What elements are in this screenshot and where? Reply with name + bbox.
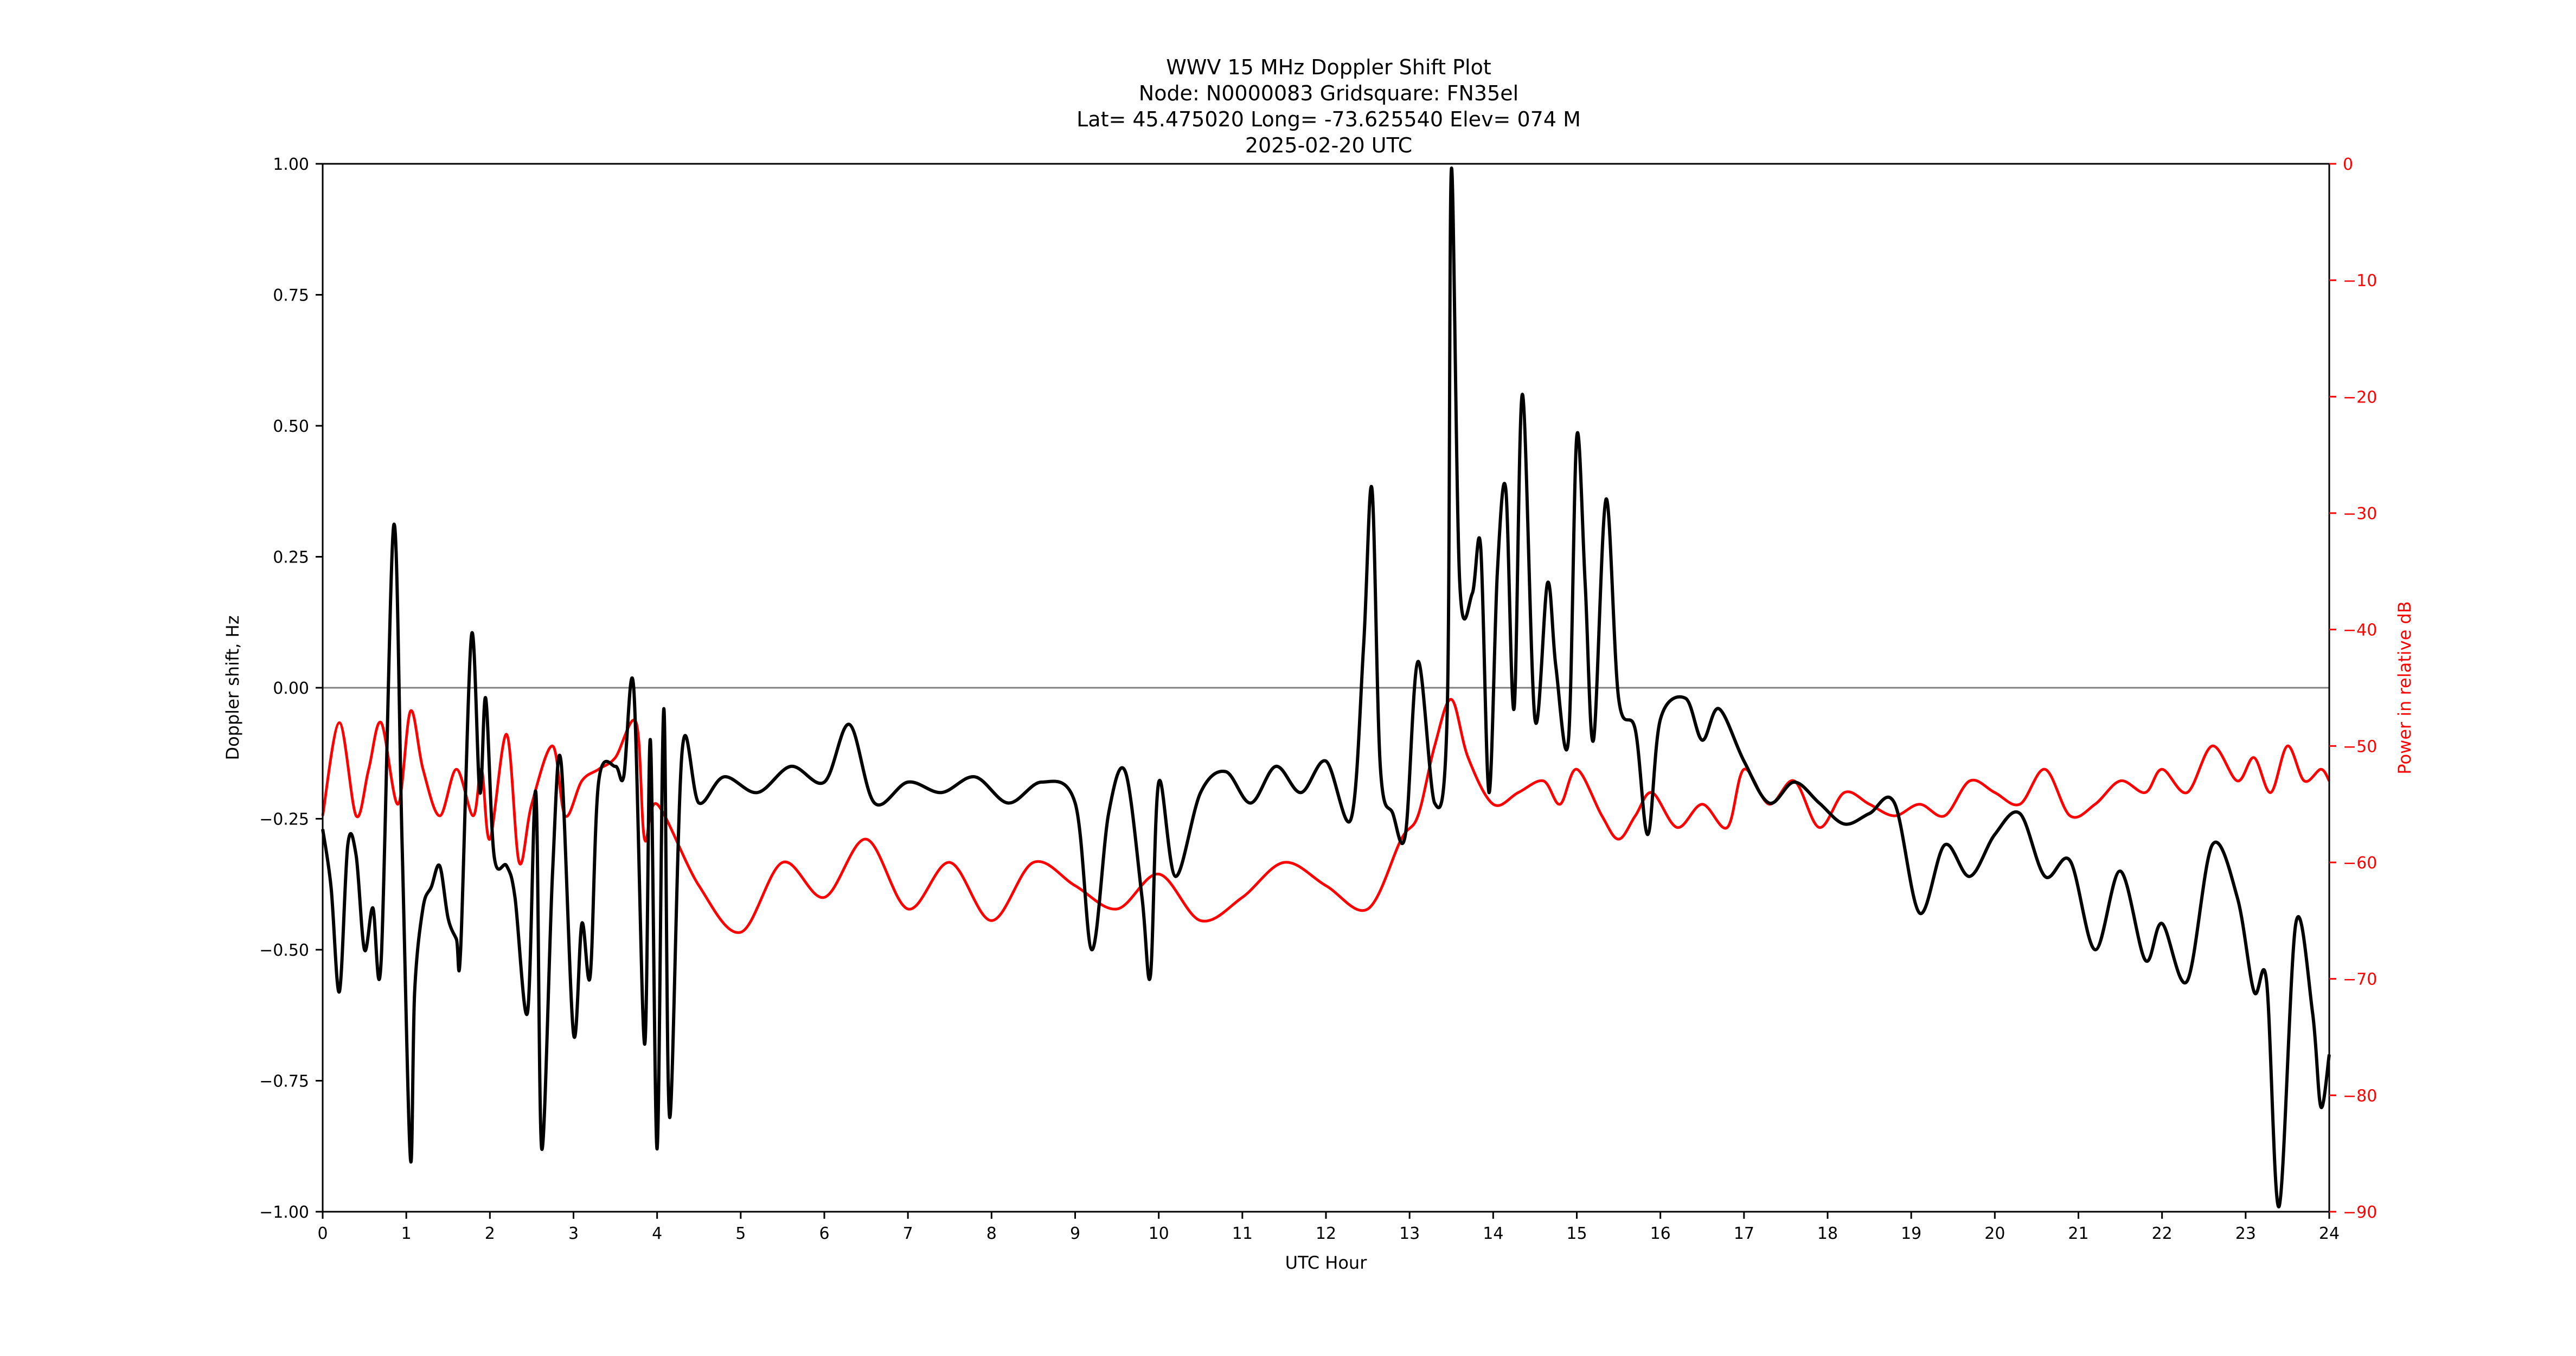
y-left-tick-label: 0.00: [273, 679, 309, 698]
y-right-tick-label: −40: [2343, 621, 2377, 640]
y-axis-left-label: Doppler shift, Hz: [222, 615, 243, 760]
x-tick-label: 2: [485, 1224, 495, 1243]
y-left-tick-label: −0.75: [259, 1072, 309, 1091]
title-line-1: WWV 15 MHz Doppler Shift Plot: [1166, 55, 1491, 79]
title-line-2: Node: N0000083 Gridsquare: FN35el: [1139, 81, 1518, 105]
y-axis-left: 1.00 0.75 0.50 0.25 0.00 −0.25 −0.50 −0.75 −1.00: [259, 155, 323, 1222]
doppler-series-line: [321, 167, 2331, 1208]
title-line-4: 2025-02-20 UTC: [1245, 133, 1412, 157]
y-left-tick-label: 0.50: [273, 417, 309, 436]
x-tick-label: 6: [819, 1224, 829, 1243]
x-tick-label: 13: [1399, 1224, 1420, 1243]
x-tick-label: 19: [1901, 1224, 1921, 1243]
x-tick-label: 4: [652, 1224, 662, 1243]
title-line-3: Lat= 45.475020 Long= -73.625540 Elev= 07…: [1076, 107, 1581, 131]
y-left-tick-label: −0.25: [259, 810, 309, 829]
x-tick-label: 21: [2068, 1224, 2088, 1243]
x-tick-label: 5: [735, 1224, 746, 1243]
x-tick-label: 8: [986, 1224, 997, 1243]
x-axis-label: UTC Hour: [1285, 1252, 1368, 1273]
x-tick-label: 20: [1984, 1224, 2005, 1243]
series-layer: [321, 167, 2331, 1208]
y-right-tick-label: 0: [2343, 155, 2353, 174]
x-tick-label: 9: [1070, 1224, 1080, 1243]
y-right-tick-label: −60: [2343, 854, 2377, 873]
y-right-tick-label: −90: [2343, 1203, 2377, 1222]
y-axis-right: 0 −10 −20 −30 −40 −50 −60 −70 −80 −90: [2328, 155, 2377, 1222]
chart-title: WWV 15 MHz Doppler Shift Plot Node: N000…: [1076, 55, 1581, 157]
x-tick-label: 24: [2319, 1224, 2340, 1243]
y-right-tick-label: −70: [2343, 970, 2377, 989]
x-tick-label: 16: [1650, 1224, 1671, 1243]
x-tick-label: 17: [1734, 1224, 1754, 1243]
y-left-tick-label: 0.25: [273, 548, 309, 567]
y-left-tick-label: −1.00: [259, 1203, 309, 1222]
power-series-line: [321, 698, 2331, 934]
y-left-tick-label: 0.75: [273, 286, 309, 305]
x-tick-label: 7: [903, 1224, 913, 1243]
y-right-tick-label: −10: [2343, 272, 2377, 291]
x-tick-label: 3: [568, 1224, 579, 1243]
x-tick-label: 12: [1316, 1224, 1336, 1243]
x-tick-label: 23: [2235, 1224, 2256, 1243]
y-right-tick-label: −20: [2343, 388, 2377, 407]
x-tick-label: 18: [1817, 1224, 1838, 1243]
x-tick-label: 10: [1149, 1224, 1169, 1243]
x-tick-label: 22: [2152, 1224, 2173, 1243]
y-right-tick-label: −30: [2343, 504, 2377, 523]
y-left-tick-label: −0.50: [259, 941, 309, 960]
y-left-tick-label: 1.00: [273, 155, 309, 174]
x-tick-label: 15: [1566, 1224, 1587, 1243]
y-axis-right-label: Power in relative dB: [2394, 601, 2415, 774]
y-right-tick-label: −80: [2343, 1086, 2377, 1105]
x-tick-label: 11: [1232, 1224, 1253, 1243]
x-tick-label: 1: [401, 1224, 412, 1243]
x-axis: 0 1 2 3 4 5 6 7 8 9 10 11 12 13 14 15 16 17 18 19 20 21 22 23 24: [317, 1212, 2340, 1243]
x-tick-label: 14: [1483, 1224, 1503, 1243]
x-tick-label: 0: [317, 1224, 328, 1243]
y-right-tick-label: −50: [2343, 737, 2377, 756]
